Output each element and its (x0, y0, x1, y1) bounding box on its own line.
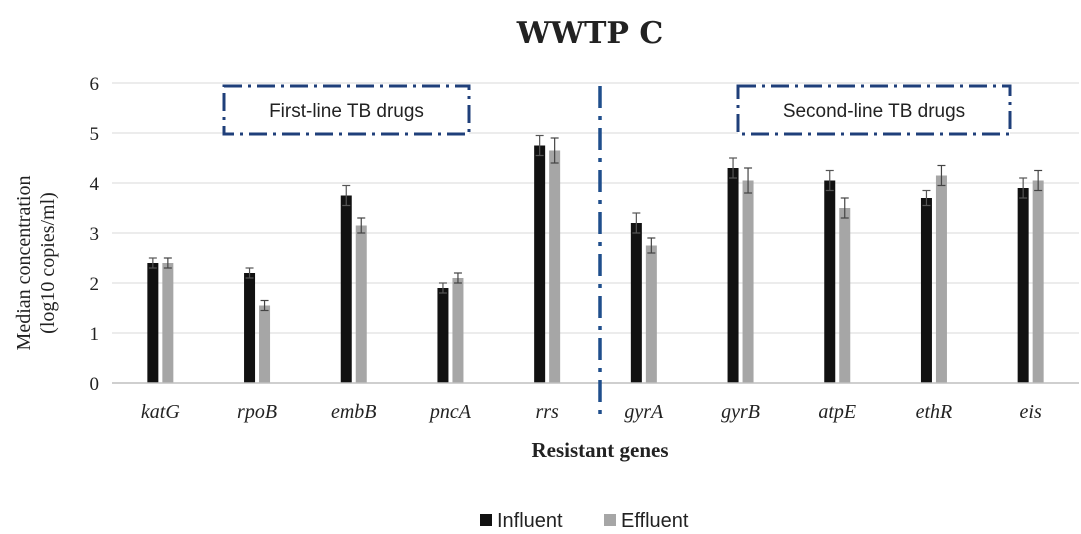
bar-effluent-rrs (549, 150, 561, 383)
y-axis-ticks: 0 1 2 3 4 5 6 (90, 74, 100, 395)
y-tick-label: 4 (90, 174, 100, 195)
legend-label-influent: Influent (497, 510, 563, 532)
y-tick-label: 1 (90, 324, 100, 345)
legend-swatch-effluent (604, 514, 616, 526)
y-tick-label: 5 (90, 124, 100, 145)
legend-label-effluent: Effluent (621, 510, 689, 532)
x-tick-label: atpE (818, 401, 856, 423)
y-tick-label: 0 (90, 374, 100, 395)
bar-effluent-katG (162, 263, 174, 383)
y-tick-label: 3 (90, 224, 100, 245)
x-tick-label: gyrA (624, 401, 664, 423)
error-bars (148, 134, 1043, 312)
bar-effluent-gyrB (742, 180, 754, 383)
bar-effluent-pncA (452, 278, 464, 383)
second-line-box (736, 84, 1012, 136)
bar-influent-pncA (437, 288, 449, 383)
x-tick-label: rrs (535, 401, 559, 423)
x-tick-label: embB (331, 401, 377, 423)
second-line-label: Second-line TB drugs (783, 101, 965, 122)
bar-effluent-ethR (935, 175, 947, 383)
bars (147, 145, 1044, 383)
bar-effluent-atpE (839, 208, 851, 383)
x-tick-label: katG (141, 401, 180, 423)
y-axis-title-line1: Median concentration (13, 176, 35, 351)
x-tick-label: gyrB (721, 401, 760, 423)
bar-influent-gyrB (727, 168, 739, 383)
bar-influent-rrs (534, 145, 546, 383)
y-tick-label: 2 (90, 274, 100, 295)
bar-influent-eis (1017, 188, 1029, 383)
legend: Influent Effluent (480, 510, 689, 532)
bar-effluent-gyrA (645, 245, 657, 383)
y-tick-label: 6 (90, 74, 100, 95)
bar-influent-atpE (824, 180, 836, 383)
first-line-label: First-line TB drugs (269, 101, 424, 122)
first-line-box (222, 84, 471, 136)
legend-swatch-influent (480, 514, 492, 526)
bar-effluent-rpoB (259, 305, 271, 383)
x-tick-label: ethR (916, 401, 953, 423)
bar-effluent-eis (1032, 180, 1044, 383)
x-axis-title: Resistant genes (531, 438, 668, 462)
x-tick-label: eis (1020, 401, 1042, 423)
bar-influent-rpoB (244, 273, 256, 383)
bar-influent-ethR (920, 198, 932, 383)
bar-influent-embB (340, 195, 352, 383)
chart-title: WWTP C (516, 16, 664, 51)
x-tick-label: rpoB (237, 401, 277, 423)
x-tick-label: pncA (428, 401, 472, 423)
bar-effluent-embB (355, 225, 367, 383)
bar-influent-katG (147, 263, 159, 383)
x-axis-tick-labels: katG rpoB embB pncA rrs gyrA gyrB atpE ethR eis (141, 401, 1042, 423)
y-axis-title-line2: (log10 copies/ml) (37, 192, 59, 334)
bar-influent-gyrA (630, 223, 642, 383)
